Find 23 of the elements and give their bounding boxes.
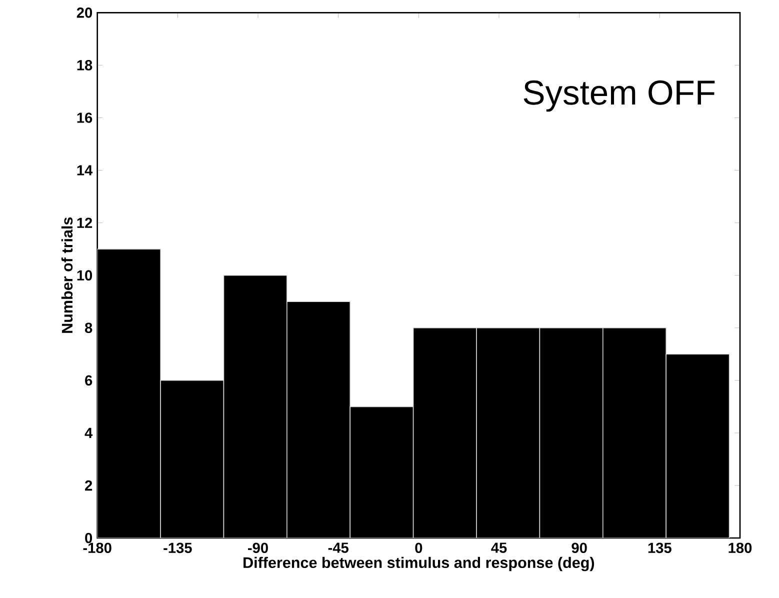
y-tick-label: 6	[85, 375, 92, 386]
x-tick-label: 180	[728, 542, 752, 554]
x-tick-label: -90	[248, 542, 268, 554]
x-tick-label: -180	[83, 542, 112, 554]
y-tick-label: 0	[85, 532, 92, 544]
y-tick-label: 16	[77, 112, 92, 123]
x-tick-label: 135	[648, 542, 672, 554]
y-tick-label: 4	[84, 428, 93, 438]
x-axis-title: Difference between stimulus and response (deg)	[244, 556, 594, 572]
x-tick-label: 45	[491, 542, 507, 553]
x-tick-label: -45	[328, 542, 348, 553]
y-tick-label: 20	[76, 8, 92, 18]
y-axis-title: Number of trials	[61, 217, 73, 333]
y-tick-label: 14	[77, 165, 93, 176]
x-tick-label: 90	[572, 542, 587, 554]
y-tick-label: 10	[77, 270, 92, 281]
y-tick-label: 18	[77, 60, 92, 70]
y-tick-label: 12	[77, 218, 92, 228]
annotation: System OFF	[524, 80, 715, 112]
y-tick-label: 8	[84, 322, 92, 334]
y-tick-label: 2	[85, 480, 92, 491]
x-tick-label: 0	[415, 542, 422, 554]
x-tick-label: -135	[164, 542, 192, 554]
